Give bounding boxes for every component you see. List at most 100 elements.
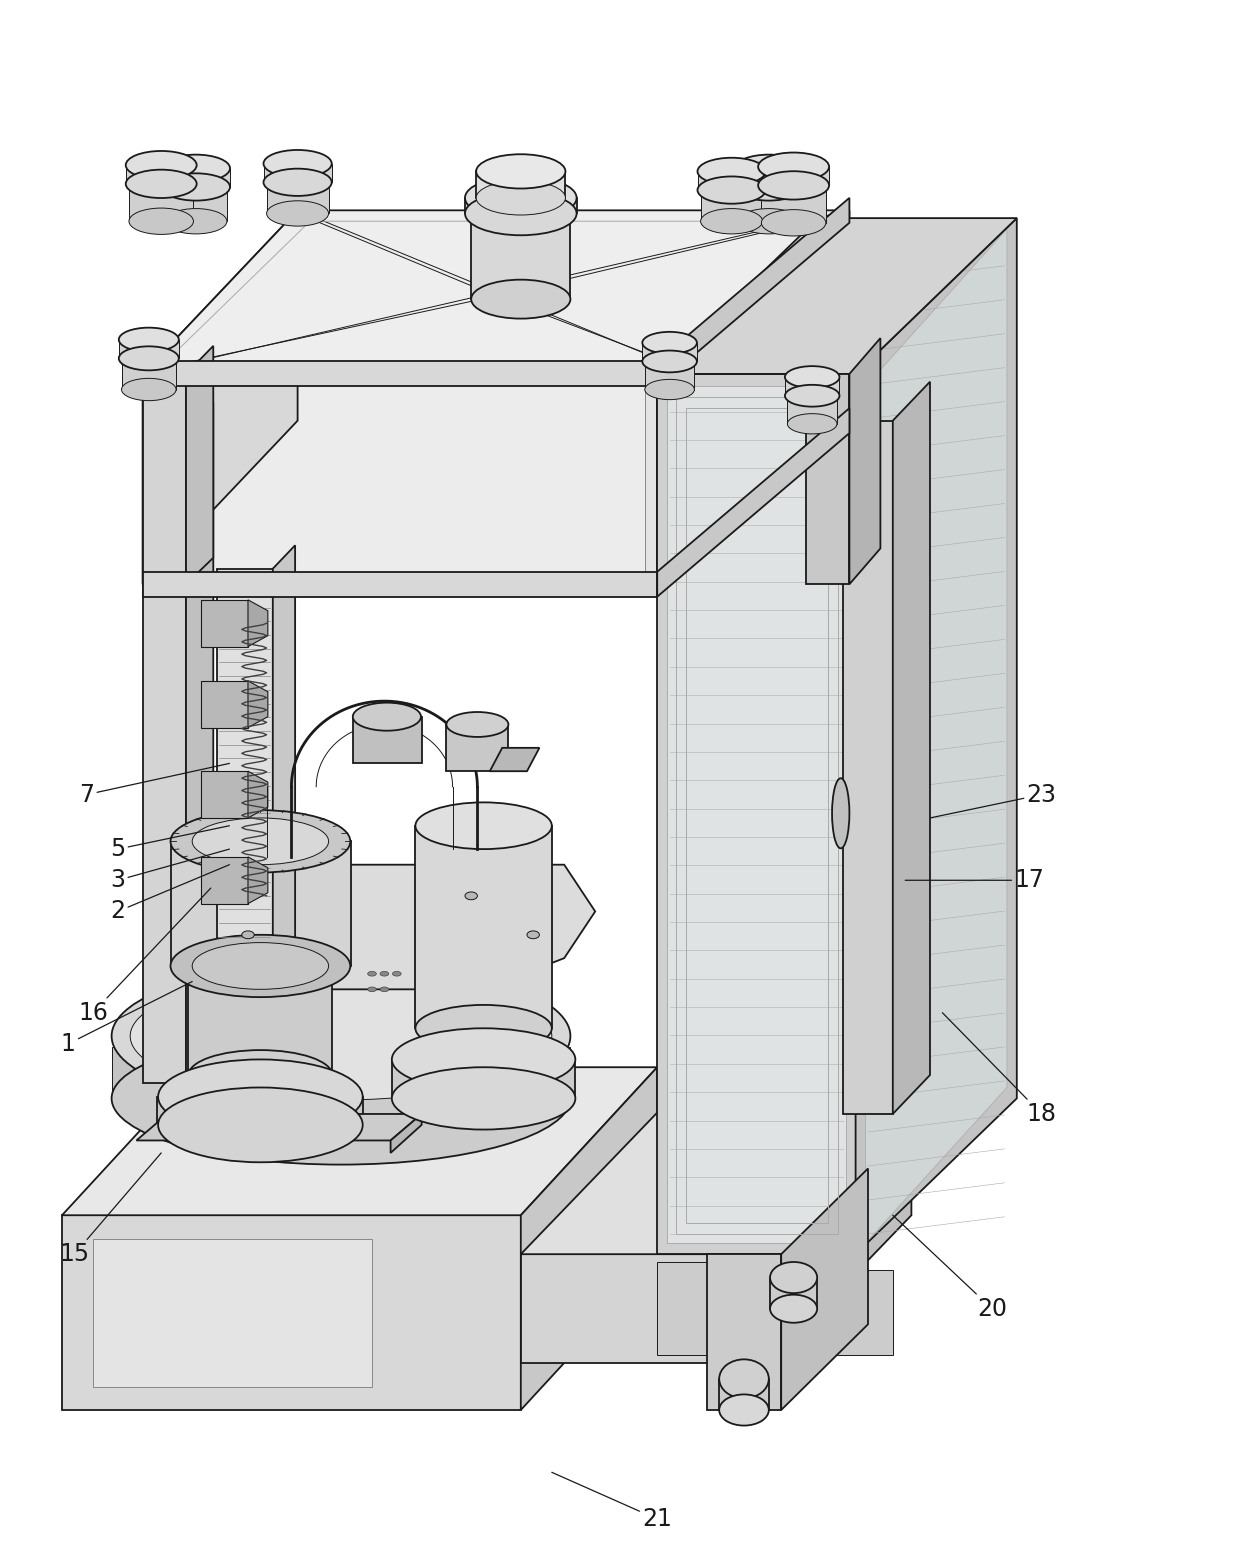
Text: 15: 15 — [60, 1153, 161, 1267]
Polygon shape — [667, 386, 846, 1243]
Polygon shape — [174, 865, 595, 989]
Polygon shape — [201, 600, 248, 647]
Ellipse shape — [787, 386, 837, 407]
Text: 5: 5 — [110, 826, 229, 862]
Polygon shape — [866, 229, 1007, 1243]
Polygon shape — [186, 346, 213, 584]
Ellipse shape — [157, 1087, 362, 1162]
Ellipse shape — [379, 972, 388, 975]
Polygon shape — [143, 374, 186, 584]
Ellipse shape — [171, 810, 350, 872]
Ellipse shape — [642, 332, 697, 354]
Ellipse shape — [465, 192, 577, 235]
Text: 7: 7 — [79, 763, 229, 807]
Ellipse shape — [171, 935, 350, 997]
Polygon shape — [143, 210, 298, 584]
Ellipse shape — [415, 1005, 552, 1052]
Polygon shape — [143, 428, 186, 1083]
Polygon shape — [129, 184, 193, 221]
Polygon shape — [201, 681, 248, 728]
Ellipse shape — [738, 209, 800, 234]
Polygon shape — [188, 966, 332, 1075]
Ellipse shape — [122, 351, 176, 372]
Ellipse shape — [125, 151, 197, 179]
Polygon shape — [267, 182, 329, 213]
Polygon shape — [521, 1106, 911, 1254]
Polygon shape — [93, 1239, 372, 1387]
Polygon shape — [143, 210, 849, 374]
Ellipse shape — [379, 988, 388, 992]
Polygon shape — [165, 187, 227, 221]
Ellipse shape — [738, 174, 800, 199]
Polygon shape — [657, 210, 849, 584]
Ellipse shape — [701, 209, 763, 234]
Text: 3: 3 — [110, 849, 229, 893]
Ellipse shape — [832, 779, 849, 849]
Ellipse shape — [112, 1033, 570, 1165]
Ellipse shape — [392, 1067, 575, 1130]
Polygon shape — [707, 1254, 781, 1410]
Ellipse shape — [267, 170, 329, 195]
Polygon shape — [657, 408, 849, 597]
Polygon shape — [657, 218, 1017, 374]
Ellipse shape — [642, 351, 697, 372]
Ellipse shape — [368, 972, 377, 975]
Polygon shape — [392, 1059, 575, 1098]
Polygon shape — [843, 421, 893, 1114]
Polygon shape — [263, 164, 332, 182]
Polygon shape — [124, 361, 174, 390]
Polygon shape — [719, 1379, 769, 1410]
Polygon shape — [122, 358, 176, 390]
Polygon shape — [157, 1097, 363, 1125]
Polygon shape — [642, 343, 697, 361]
Polygon shape — [490, 748, 539, 771]
Ellipse shape — [263, 168, 332, 196]
Ellipse shape — [122, 347, 176, 369]
Ellipse shape — [719, 1394, 769, 1426]
Ellipse shape — [161, 173, 231, 201]
Polygon shape — [787, 396, 837, 424]
Ellipse shape — [465, 893, 477, 901]
Text: 21: 21 — [552, 1472, 672, 1532]
Ellipse shape — [758, 153, 830, 181]
Ellipse shape — [770, 1295, 817, 1323]
Ellipse shape — [770, 1262, 817, 1293]
Polygon shape — [161, 168, 231, 187]
Polygon shape — [136, 1114, 422, 1140]
Text: 16: 16 — [78, 888, 211, 1025]
Polygon shape — [758, 167, 830, 185]
Ellipse shape — [192, 943, 329, 989]
Polygon shape — [806, 374, 849, 584]
Ellipse shape — [188, 1050, 332, 1100]
Ellipse shape — [476, 154, 565, 189]
Polygon shape — [806, 1270, 893, 1355]
Polygon shape — [785, 377, 839, 396]
Polygon shape — [171, 841, 351, 966]
Polygon shape — [738, 187, 800, 221]
Ellipse shape — [471, 280, 570, 319]
Polygon shape — [174, 966, 254, 1028]
Ellipse shape — [129, 171, 193, 196]
Polygon shape — [849, 338, 880, 584]
Text: 20: 20 — [893, 1215, 1007, 1321]
Polygon shape — [186, 402, 213, 1083]
Ellipse shape — [785, 366, 839, 388]
Ellipse shape — [527, 932, 539, 938]
Ellipse shape — [761, 173, 826, 198]
Ellipse shape — [192, 818, 329, 865]
Ellipse shape — [785, 385, 839, 407]
Ellipse shape — [734, 154, 804, 182]
Polygon shape — [465, 198, 577, 213]
Ellipse shape — [645, 380, 694, 400]
Polygon shape — [143, 361, 657, 386]
Ellipse shape — [267, 201, 329, 226]
Ellipse shape — [446, 712, 508, 737]
Polygon shape — [657, 374, 856, 1254]
Polygon shape — [471, 198, 570, 299]
Polygon shape — [201, 857, 248, 904]
Polygon shape — [248, 681, 268, 728]
Polygon shape — [248, 600, 268, 647]
Polygon shape — [893, 382, 930, 1114]
Polygon shape — [645, 361, 694, 390]
Polygon shape — [217, 569, 273, 966]
